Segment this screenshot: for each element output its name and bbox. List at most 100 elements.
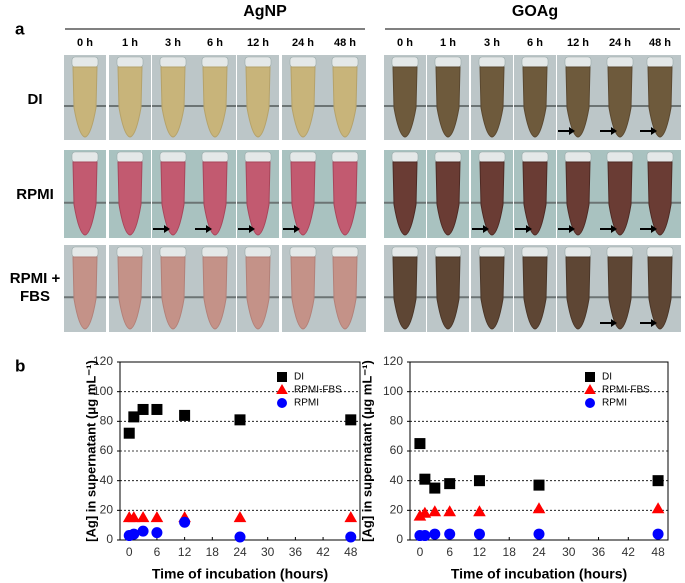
marker [444, 528, 456, 540]
tube-cap [391, 151, 419, 163]
row-label: DI [27, 91, 43, 108]
tube-cap [116, 56, 144, 68]
marker [652, 475, 664, 487]
marker [429, 528, 441, 540]
tube-cap [201, 56, 229, 68]
marker [234, 531, 246, 543]
x-tick-label: 36 [592, 545, 606, 559]
marker [428, 505, 442, 517]
tube-cap [116, 151, 144, 163]
x-tick-label: 18 [503, 545, 517, 559]
marker [418, 506, 432, 518]
y-tick-label: 20 [100, 503, 114, 517]
time-label: 12 h [567, 37, 589, 49]
x-tick-label: 30 [562, 545, 576, 559]
tube [392, 161, 418, 236]
tube [435, 161, 461, 236]
x-tick-label: 42 [622, 545, 636, 559]
legend-marker [585, 398, 595, 408]
tube [522, 256, 548, 330]
tube [479, 256, 505, 330]
tube [647, 161, 673, 236]
arrow-head [611, 127, 617, 135]
marker [473, 528, 485, 540]
panel-label: b [15, 356, 25, 375]
marker [128, 411, 140, 423]
tube-cap [646, 246, 674, 258]
tube [117, 256, 143, 330]
group-title: AgNP [243, 3, 287, 20]
tube-cap [159, 56, 187, 68]
tube-cap [331, 56, 359, 68]
tube-cap [564, 56, 592, 68]
legend-marker [585, 372, 595, 382]
arrow-head [249, 225, 255, 233]
tube-cap [201, 246, 229, 258]
tube-cap [331, 151, 359, 163]
time-label: 6 h [207, 37, 223, 49]
y-tick-label: 40 [390, 473, 404, 487]
tube [647, 256, 673, 330]
y-tick-label: 40 [100, 473, 114, 487]
tube [72, 66, 98, 138]
y-tick-label: 0 [396, 532, 403, 546]
tube-cap [564, 151, 592, 163]
row-label: RPMI + FBS [9, 270, 61, 305]
time-label: 3 h [484, 37, 500, 49]
tube [332, 161, 358, 236]
tube [332, 66, 358, 138]
tube-cap [521, 56, 549, 68]
tube-cap [606, 56, 634, 68]
time-label: 0 h [77, 37, 93, 49]
tube-cap [521, 246, 549, 258]
marker [652, 528, 664, 540]
marker [345, 414, 357, 426]
tube [117, 66, 143, 138]
y-tick-label: 60 [100, 443, 114, 457]
time-label: 48 h [649, 37, 671, 49]
x-tick-label: 12 [473, 545, 487, 559]
tube-cap [71, 246, 99, 258]
arrow-head [294, 225, 300, 233]
tube [245, 66, 271, 138]
tube [290, 66, 316, 138]
tube [117, 161, 143, 236]
marker [533, 528, 545, 540]
tube-cap [116, 246, 144, 258]
arrow-head [206, 225, 212, 233]
marker [150, 511, 164, 523]
marker [151, 527, 163, 539]
tube-cap [201, 151, 229, 163]
y-tick-label: 0 [106, 532, 113, 546]
x-tick-label: 18 [206, 545, 220, 559]
arrow-head [651, 319, 657, 327]
x-tick-label: 24 [532, 545, 546, 559]
legend-label: DI [294, 372, 304, 383]
y-tick-label: 120 [383, 354, 403, 368]
tube-cap [391, 246, 419, 258]
tube-cap [478, 56, 506, 68]
tube [245, 161, 271, 236]
tube [392, 66, 418, 138]
arrow-head [483, 225, 489, 233]
tube [72, 256, 98, 330]
marker [127, 511, 141, 523]
marker [532, 502, 546, 514]
tube [160, 66, 186, 138]
arrow-head [651, 127, 657, 135]
tube-cap [331, 246, 359, 258]
legend-marker [584, 384, 596, 394]
legend-label: RPMI-FBS [602, 385, 650, 396]
tube-cap [244, 246, 272, 258]
marker [533, 479, 545, 491]
arrow-head [164, 225, 170, 233]
tube [479, 161, 505, 236]
marker [137, 525, 149, 537]
x-tick-label: 42 [316, 545, 330, 559]
x-axis-label: Time of incubation (hours) [451, 566, 627, 582]
tube [607, 161, 633, 236]
tube-cap [289, 246, 317, 258]
x-tick-label: 48 [344, 545, 358, 559]
